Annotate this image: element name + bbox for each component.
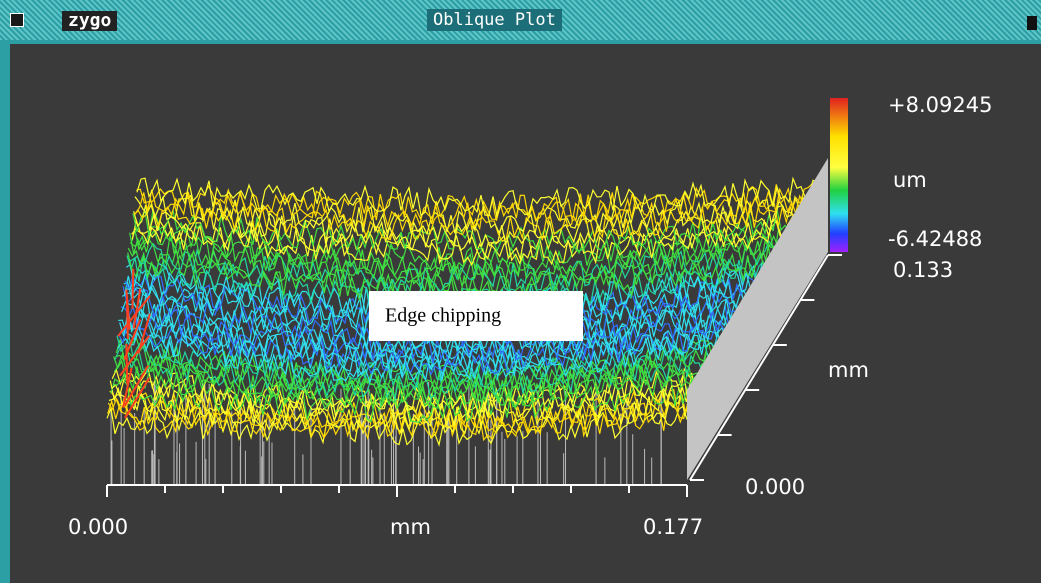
logo: zygo (62, 11, 117, 31)
y-unit-label: mm (828, 358, 869, 382)
color-bar (830, 98, 848, 252)
resize-button[interactable] (1027, 16, 1037, 30)
x-max-label: 0.177 (643, 515, 703, 539)
window-title: Oblique Plot (427, 9, 562, 31)
edge-mark (126, 344, 127, 384)
close-button[interactable] (10, 13, 24, 27)
window: zygo Oblique Plot +8.09245 um -6.42488 0… (0, 0, 1041, 583)
y-max-label: 0.133 (893, 258, 953, 282)
edge-mark (127, 299, 128, 339)
x-unit-label: mm (390, 515, 431, 539)
edge-mark (132, 269, 133, 309)
z-unit-label: um (893, 168, 927, 192)
oblique-plot: +8.09245 um -6.42488 0.133 mm 0.000 0.00… (10, 44, 1041, 583)
annotation: Edge chipping (385, 305, 501, 327)
z-max-label: +8.09245 (888, 93, 992, 117)
x-min-label: 0.000 (68, 515, 128, 539)
y-min-label: 0.000 (745, 475, 805, 499)
z-min-label: -6.42488 (888, 227, 982, 251)
